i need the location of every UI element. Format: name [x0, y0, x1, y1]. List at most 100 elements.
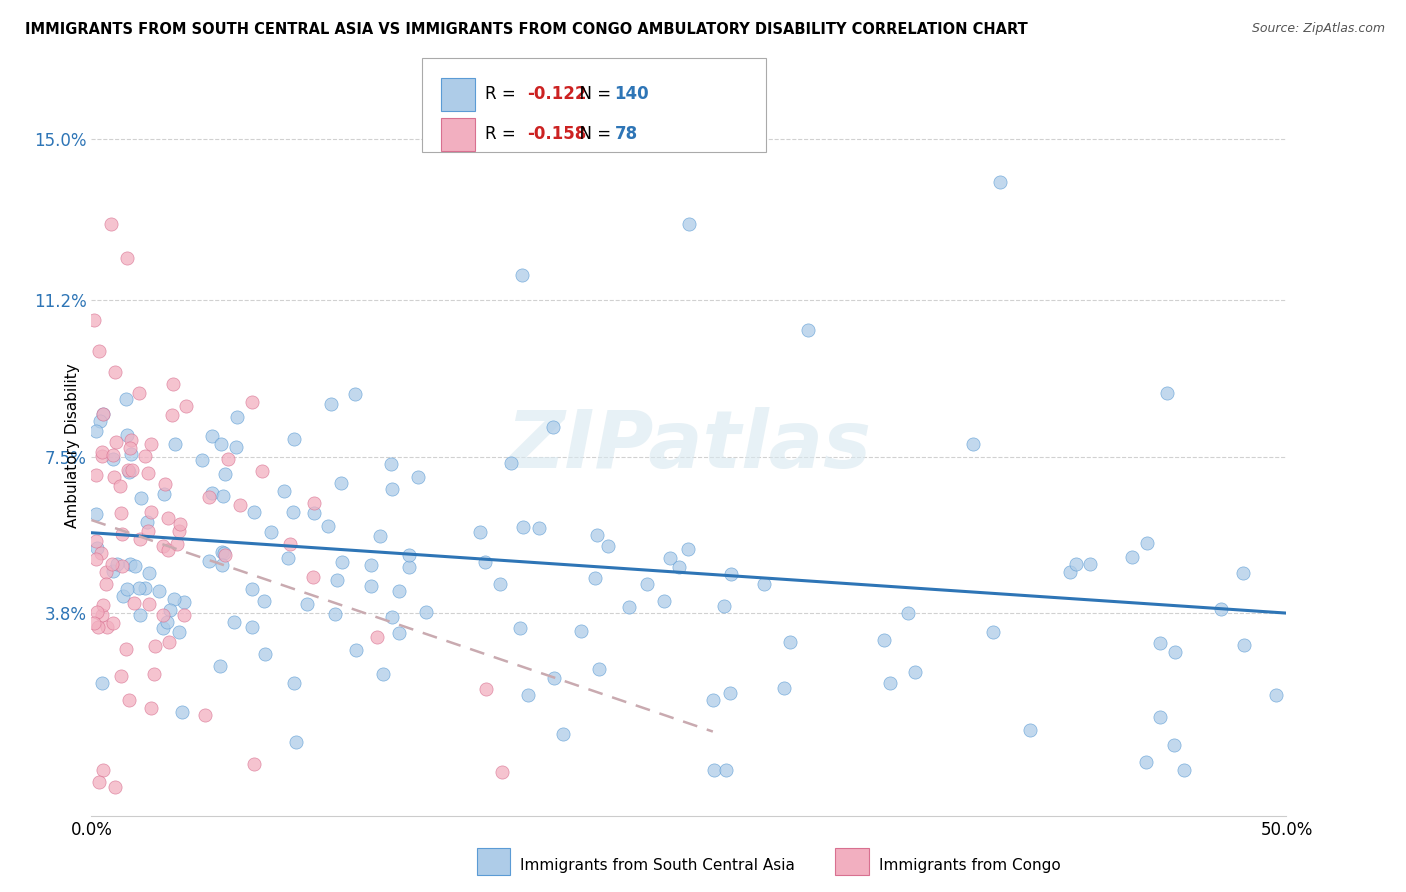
Point [143, 639, 166, 653]
Point [873, 632, 896, 647]
Point [343, 386, 366, 401]
Point [211, 545, 233, 559]
Text: -0.158: -0.158 [527, 125, 586, 144]
Point [174, 399, 197, 413]
Point [652, 594, 675, 608]
Point [1156, 386, 1178, 401]
Point [122, 596, 145, 610]
Point [981, 625, 1004, 640]
Point [1136, 535, 1159, 549]
Point [406, 470, 429, 484]
Point [1078, 558, 1101, 572]
Point [139, 505, 162, 519]
Point [152, 607, 174, 622]
Point [111, 589, 134, 603]
Point [676, 542, 699, 557]
Point [103, 470, 125, 484]
Point [87, 343, 110, 358]
Point [659, 551, 682, 566]
Text: Source: ZipAtlas.com: Source: ZipAtlas.com [1251, 22, 1385, 36]
Point [93, 407, 114, 421]
Text: N =: N = [569, 85, 617, 103]
Text: 140: 140 [614, 85, 650, 103]
Point [988, 175, 1011, 189]
Point [129, 491, 152, 505]
Point [253, 647, 276, 661]
Point [588, 662, 610, 676]
Point [86, 541, 108, 555]
Point [152, 621, 174, 635]
Point [163, 592, 186, 607]
Point [214, 467, 236, 482]
Point [173, 608, 195, 623]
Point [212, 546, 235, 560]
Text: 78: 78 [614, 125, 637, 144]
Point [120, 442, 142, 456]
Point [118, 465, 141, 479]
Point [129, 607, 152, 622]
Point [388, 584, 411, 599]
Point [167, 624, 190, 639]
Point [1121, 550, 1143, 565]
Text: R =: R = [485, 85, 522, 103]
Point [1064, 557, 1087, 571]
Point [90, 676, 112, 690]
Point [105, 557, 128, 571]
Point [527, 521, 550, 535]
Point [551, 727, 574, 741]
Point [96, 620, 118, 634]
Point [89, 415, 111, 429]
Point [100, 217, 122, 231]
Point [87, 775, 110, 789]
Point [366, 630, 388, 644]
Point [173, 595, 195, 609]
Point [326, 573, 349, 587]
Point [141, 701, 163, 715]
Text: IMMIGRANTS FROM SOUTH CENTRAL ASIA VS IMMIGRANTS FROM CONGO AMBULATORY DISABILIT: IMMIGRANTS FROM SOUTH CENTRAL ASIA VS IM… [25, 22, 1028, 37]
Point [512, 520, 534, 534]
Point [108, 479, 131, 493]
Point [162, 408, 184, 422]
Point [121, 463, 143, 477]
Point [779, 635, 801, 649]
Point [240, 395, 263, 409]
Point [491, 764, 513, 779]
Point [101, 615, 124, 630]
Point [212, 489, 235, 503]
Point [1149, 636, 1171, 650]
Point [250, 464, 273, 478]
Point [83, 616, 105, 631]
Point [772, 681, 794, 695]
Point [489, 577, 512, 591]
Point [1149, 710, 1171, 724]
Point [201, 429, 224, 443]
Point [209, 437, 232, 451]
Point [225, 440, 247, 454]
Point [83, 313, 105, 327]
Point [903, 665, 925, 680]
Point [167, 524, 190, 538]
Point [124, 559, 146, 574]
Point [84, 507, 107, 521]
Point [283, 432, 305, 446]
Point [325, 607, 347, 621]
Point [115, 428, 138, 442]
Point [398, 559, 420, 574]
Point [208, 659, 231, 673]
Point [543, 420, 565, 434]
Point [962, 436, 984, 450]
Point [128, 581, 150, 595]
Point [115, 582, 138, 596]
Point [240, 582, 263, 596]
Point [569, 624, 592, 638]
Point [754, 577, 776, 591]
Point [169, 517, 191, 532]
Point [897, 606, 920, 620]
Point [243, 505, 266, 519]
Point [678, 217, 700, 231]
Point [229, 498, 252, 512]
Point [474, 555, 496, 569]
Point [111, 558, 134, 573]
Point [543, 671, 565, 685]
Point [170, 705, 193, 719]
